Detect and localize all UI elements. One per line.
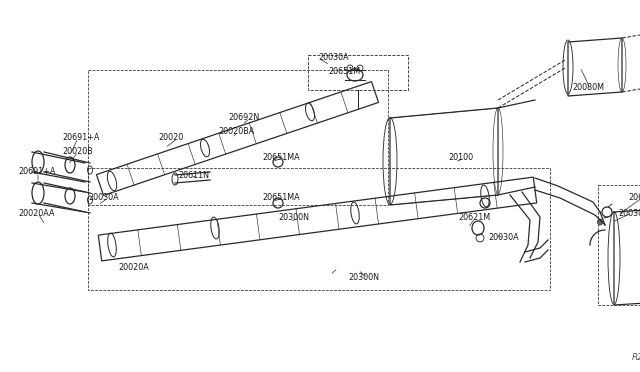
Text: 20100: 20100 [448,154,473,163]
Text: 20611N: 20611N [178,170,209,180]
Text: 20030A: 20030A [618,208,640,218]
Text: 20691+A: 20691+A [18,167,56,176]
Text: 20621M: 20621M [458,214,490,222]
Text: 20692N: 20692N [228,113,259,122]
Text: 20651MA: 20651MA [262,154,300,163]
Text: 20020AA: 20020AA [18,208,54,218]
Ellipse shape [598,219,602,225]
Text: R2000055: R2000055 [632,353,640,362]
Text: 20080M: 20080M [572,83,604,93]
Text: 20020A: 20020A [118,263,148,273]
Text: 20300N: 20300N [348,273,379,282]
Text: 20651M: 20651M [328,67,360,77]
Text: 20020: 20020 [158,134,183,142]
Text: 20030A: 20030A [88,193,118,202]
Text: 20030A: 20030A [488,234,518,243]
Text: 20020BA: 20020BA [218,128,254,137]
Text: 20030A: 20030A [318,54,349,62]
Text: 20300N: 20300N [278,214,309,222]
Text: 20020B: 20020B [62,148,93,157]
Text: 20651MA: 20651MA [262,193,300,202]
Text: 20651M: 20651M [628,193,640,202]
Text: 20691+A: 20691+A [62,134,99,142]
